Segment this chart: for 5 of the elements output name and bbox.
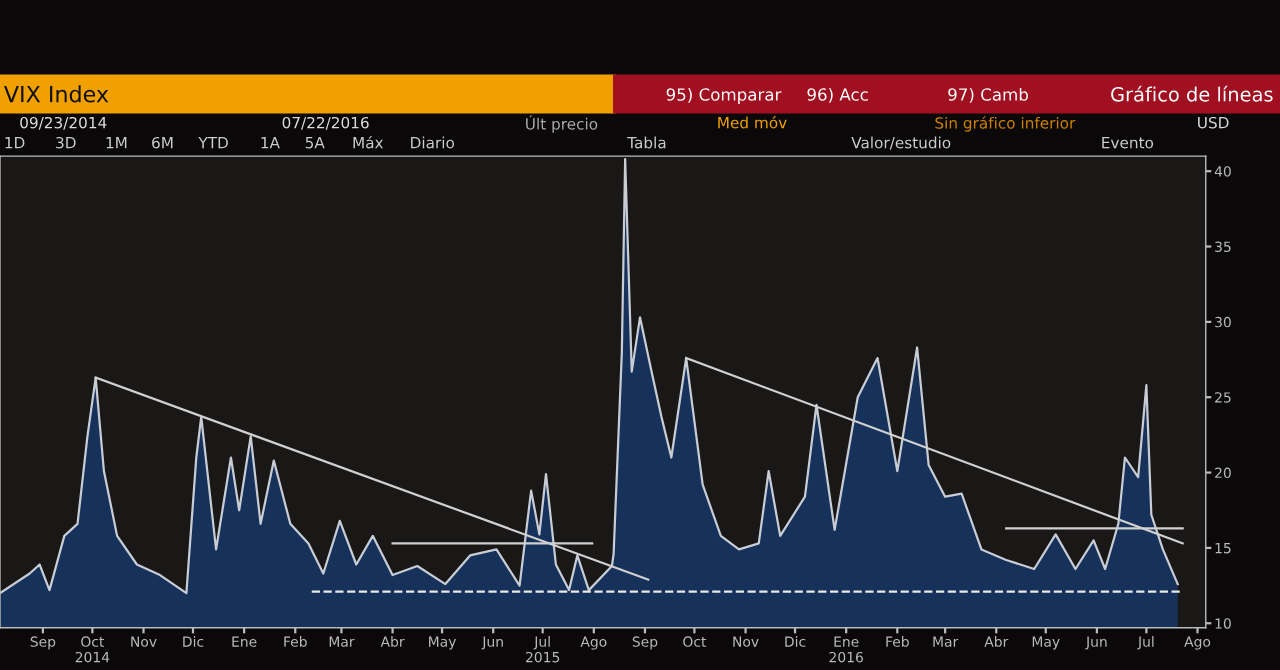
chart-subtitle: Gráfico de líneas [1111, 85, 1273, 102]
text: 96) Acc [807, 87, 868, 103]
text: 97) Camb [948, 87, 1028, 103]
text: 95) Comparar [666, 87, 782, 105]
chart-title: VIX Index [4, 85, 109, 103]
